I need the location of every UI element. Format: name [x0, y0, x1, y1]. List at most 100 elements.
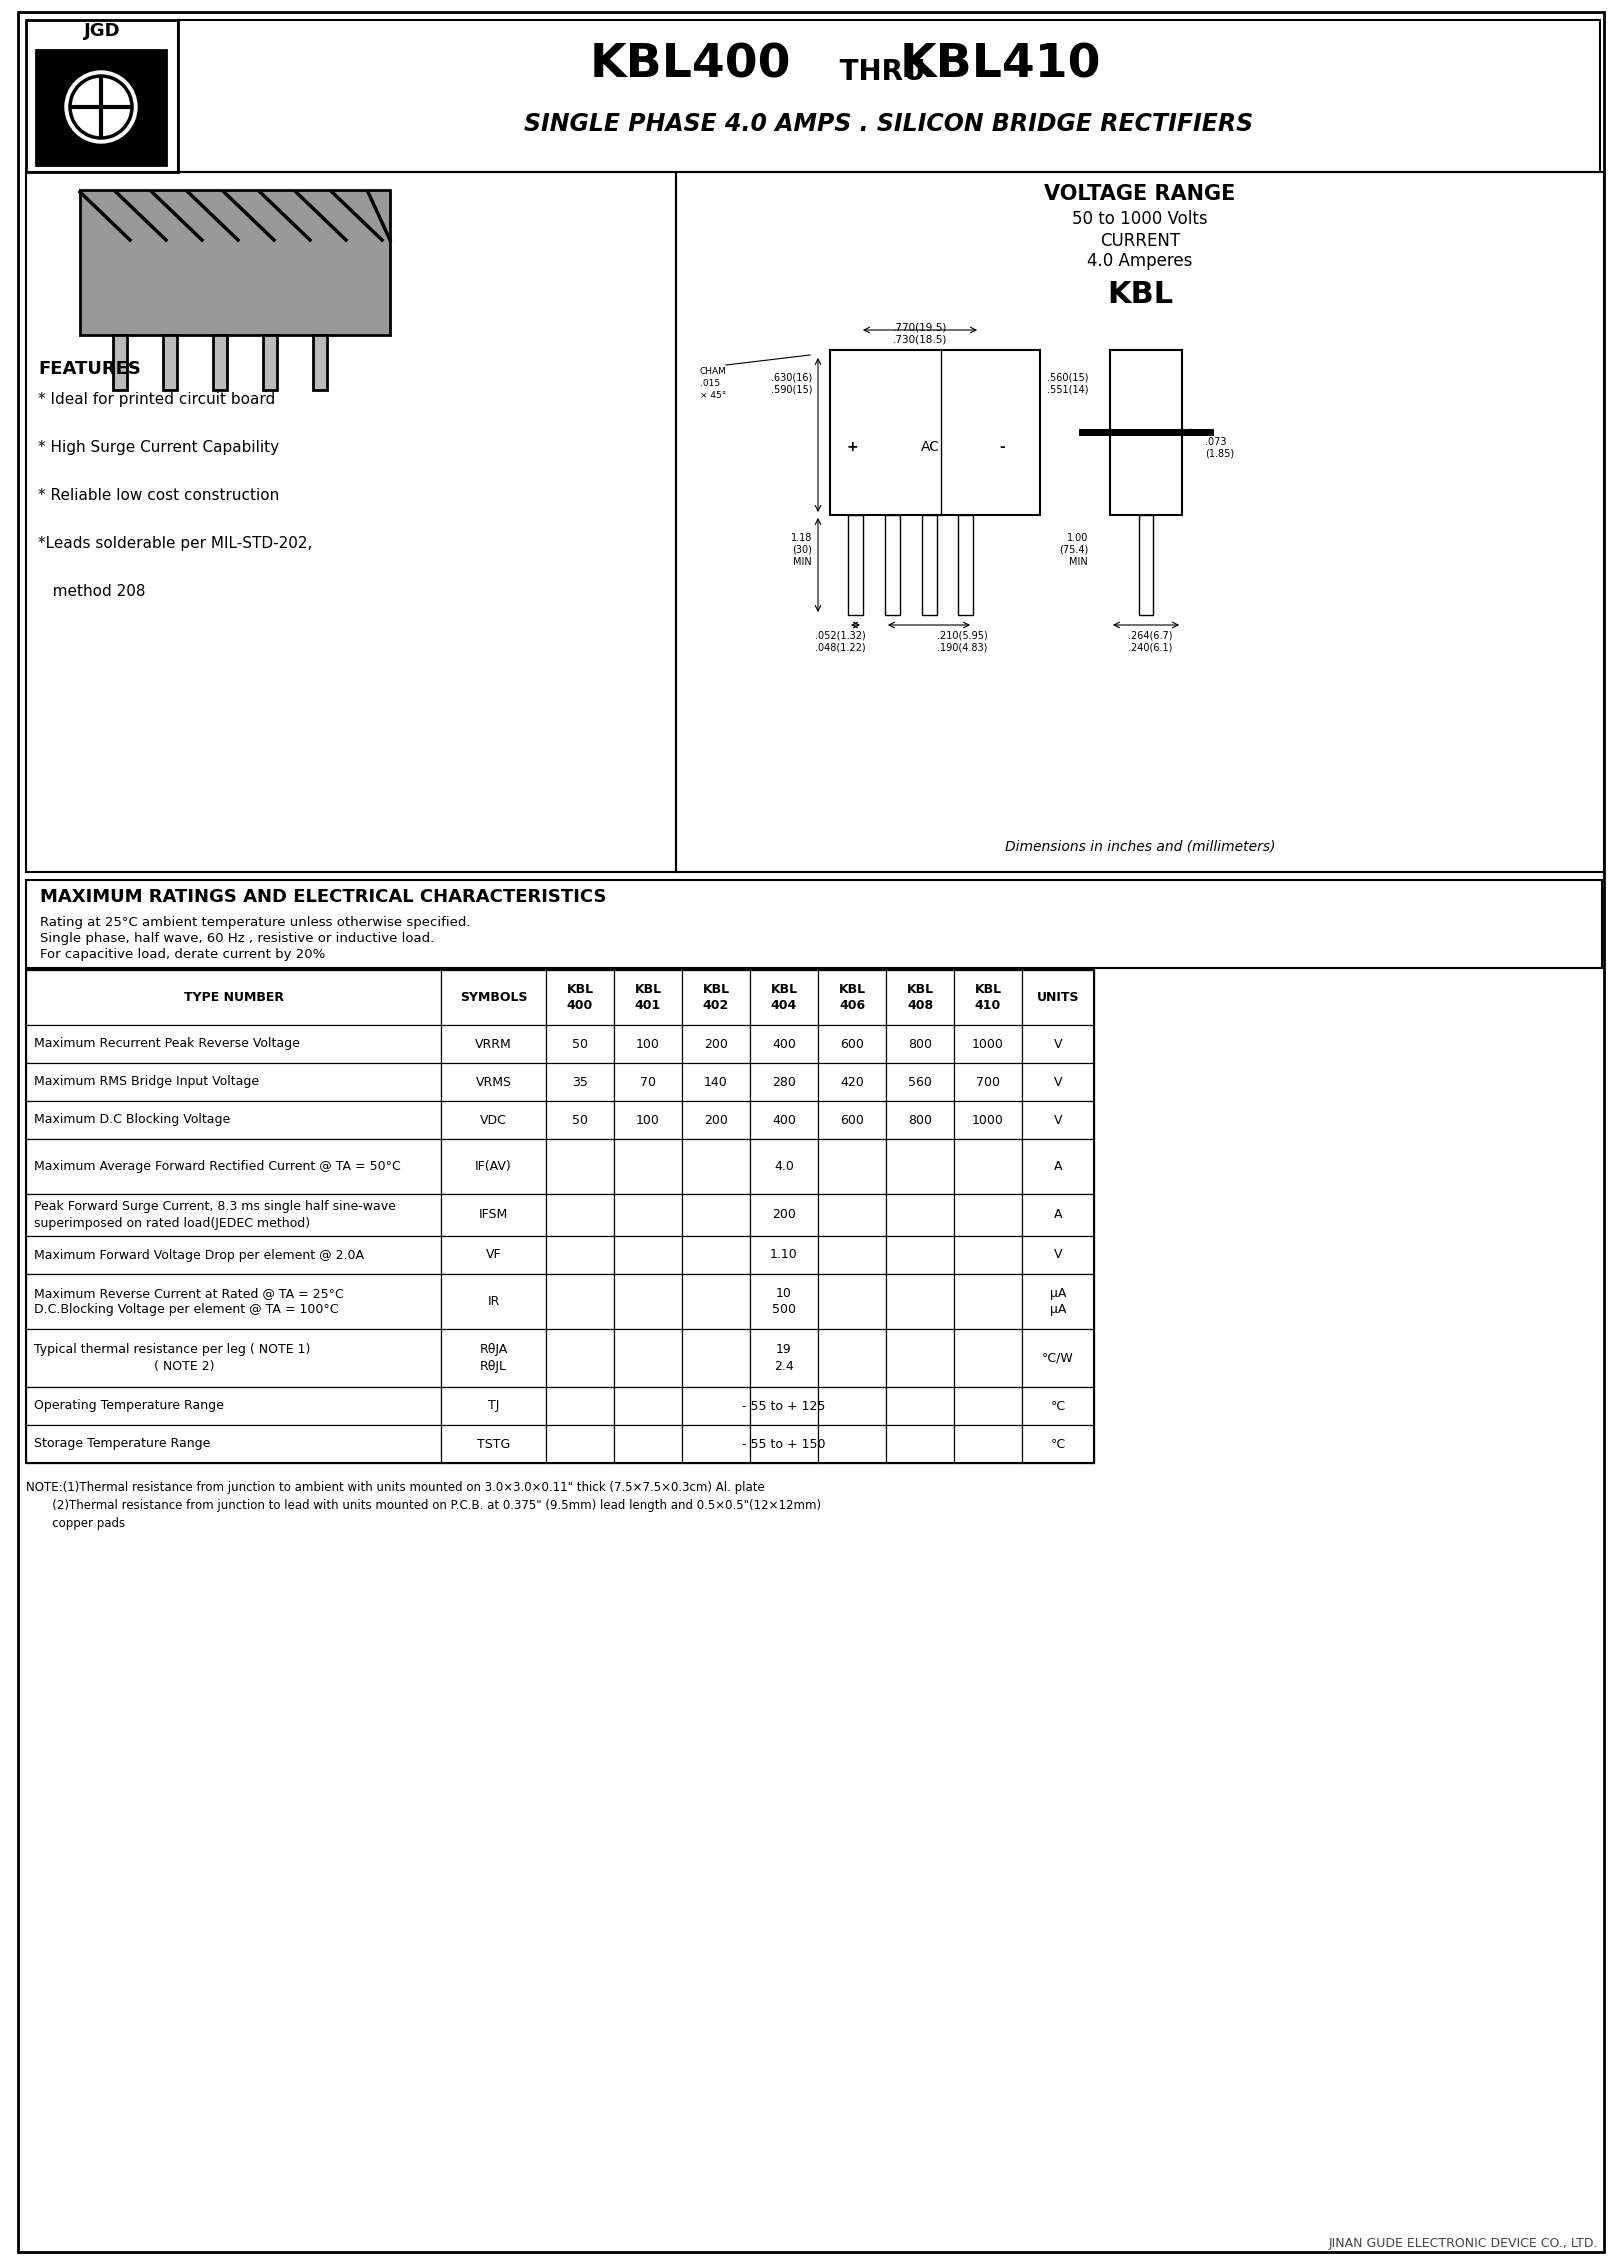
Bar — [817, 970, 886, 1026]
Text: .551(14): .551(14) — [1046, 384, 1088, 393]
Text: KBL
402: KBL 402 — [702, 983, 730, 1012]
Text: NOTE:(1)Thermal resistance from junction to ambient with units mounted on 3.0×3.: NOTE:(1)Thermal resistance from junction… — [26, 1480, 764, 1494]
Bar — [615, 1329, 681, 1388]
Text: IFSM: IFSM — [478, 1209, 508, 1220]
Bar — [26, 879, 1603, 967]
Text: 420: 420 — [840, 1076, 865, 1089]
Bar — [615, 1101, 681, 1139]
Bar — [441, 1275, 547, 1329]
Text: MIN: MIN — [793, 556, 813, 567]
Bar — [313, 334, 328, 391]
Text: Operating Temperature Range: Operating Temperature Range — [34, 1399, 224, 1412]
Text: For capacitive load, derate current by 20%: For capacitive load, derate current by 2… — [41, 947, 326, 960]
Bar — [615, 1193, 681, 1236]
Text: * High Surge Current Capability: * High Surge Current Capability — [37, 441, 279, 454]
Text: 4.0 Amperes: 4.0 Amperes — [1087, 253, 1192, 269]
Text: JGD: JGD — [84, 23, 120, 41]
Bar — [26, 1236, 441, 1275]
Bar — [547, 1193, 615, 1236]
Text: 1000: 1000 — [972, 1114, 1004, 1125]
Text: IR: IR — [487, 1295, 500, 1309]
Text: .240(6.1): .240(6.1) — [1127, 642, 1173, 651]
Text: (2)Thermal resistance from junction to lead with units mounted on P.C.B. at 0.37: (2)Thermal resistance from junction to l… — [26, 1498, 821, 1512]
Text: 100: 100 — [636, 1037, 660, 1051]
Text: 600: 600 — [840, 1114, 865, 1125]
Bar — [886, 1193, 954, 1236]
Bar — [26, 1388, 441, 1426]
Text: CHAM: CHAM — [701, 366, 727, 375]
Text: .052(1.32): .052(1.32) — [814, 631, 866, 640]
Bar — [1022, 1426, 1093, 1462]
Bar — [26, 1026, 441, 1062]
Bar — [441, 1388, 547, 1426]
Text: Dimensions in inches and (millimeters): Dimensions in inches and (millimeters) — [1004, 841, 1275, 854]
Bar — [830, 350, 1040, 515]
Text: A: A — [1054, 1209, 1062, 1220]
Text: MIN: MIN — [1069, 556, 1088, 567]
Text: 800: 800 — [908, 1037, 933, 1051]
Bar — [954, 1101, 1022, 1139]
Bar — [441, 1139, 547, 1193]
Bar — [886, 1275, 954, 1329]
Text: μA
μA: μA μA — [1049, 1286, 1066, 1315]
Bar — [749, 1426, 817, 1462]
Text: SINGLE PHASE 4.0 AMPS . SILICON BRIDGE RECTIFIERS: SINGLE PHASE 4.0 AMPS . SILICON BRIDGE R… — [524, 113, 1254, 136]
Bar — [681, 1026, 749, 1062]
Bar — [263, 334, 277, 391]
Circle shape — [65, 70, 136, 142]
Text: KBL
406: KBL 406 — [839, 983, 866, 1012]
Bar — [441, 1026, 547, 1062]
Text: AC: AC — [921, 441, 939, 454]
Bar — [749, 1026, 817, 1062]
Bar — [959, 515, 973, 615]
Bar — [886, 1236, 954, 1275]
Text: (30): (30) — [792, 545, 813, 556]
Bar — [26, 1101, 441, 1139]
Text: Maximum Reverse Current at Rated @ TA = 25°C
D.C.Blocking Voltage per element @ : Maximum Reverse Current at Rated @ TA = … — [34, 1286, 344, 1315]
Text: (75.4): (75.4) — [1059, 545, 1088, 556]
Bar — [441, 1426, 547, 1462]
Text: IF(AV): IF(AV) — [475, 1159, 513, 1173]
Text: 140: 140 — [704, 1076, 728, 1089]
Text: V: V — [1054, 1114, 1062, 1125]
Bar — [178, 20, 1599, 172]
Text: °C: °C — [1051, 1437, 1066, 1451]
Bar — [1139, 515, 1153, 615]
Bar — [817, 1236, 886, 1275]
Text: 10
500: 10 500 — [772, 1286, 796, 1315]
Bar — [1022, 1329, 1093, 1388]
Text: 700: 700 — [976, 1076, 1001, 1089]
Bar — [817, 1101, 886, 1139]
Text: 100: 100 — [636, 1114, 660, 1125]
Bar — [79, 190, 389, 334]
Text: KBL
400: KBL 400 — [566, 983, 594, 1012]
Text: 200: 200 — [704, 1114, 728, 1125]
Text: 4.0: 4.0 — [774, 1159, 793, 1173]
Text: KBL
408: KBL 408 — [907, 983, 934, 1012]
Bar — [26, 1062, 441, 1101]
Bar — [547, 1026, 615, 1062]
Text: .210(5.95): .210(5.95) — [936, 631, 988, 640]
Text: KBL
401: KBL 401 — [634, 983, 662, 1012]
Bar — [441, 1062, 547, 1101]
Text: 200: 200 — [772, 1209, 796, 1220]
Text: 50: 50 — [573, 1114, 589, 1125]
Text: 35: 35 — [573, 1076, 587, 1089]
Bar — [954, 1062, 1022, 1101]
Bar — [441, 1193, 547, 1236]
Bar — [886, 970, 954, 1026]
Bar — [26, 970, 441, 1026]
Text: MAXIMUM RATINGS AND ELECTRICAL CHARACTERISTICS: MAXIMUM RATINGS AND ELECTRICAL CHARACTER… — [41, 888, 607, 906]
Bar — [441, 1329, 547, 1388]
Text: °C: °C — [1051, 1399, 1066, 1412]
Bar — [615, 1426, 681, 1462]
Bar — [26, 1426, 441, 1462]
Text: VRRM: VRRM — [475, 1037, 513, 1051]
Text: copper pads: copper pads — [26, 1516, 125, 1530]
Text: V: V — [1054, 1076, 1062, 1089]
Bar — [547, 1101, 615, 1139]
Bar — [954, 1026, 1022, 1062]
Text: VF: VF — [485, 1248, 501, 1261]
Text: Storage Temperature Range: Storage Temperature Range — [34, 1437, 211, 1451]
Text: TYPE NUMBER: TYPE NUMBER — [183, 990, 284, 1003]
